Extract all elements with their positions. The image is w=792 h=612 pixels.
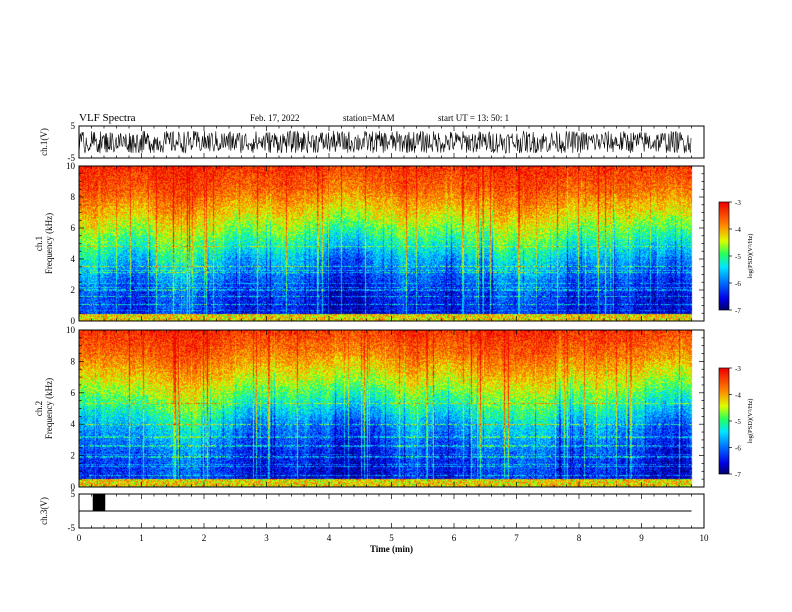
y-tick-label: -5 [68,523,76,533]
x-tick-label: 1 [139,533,144,543]
y-tick-label: 4 [71,419,76,429]
x-tick-label: 10 [700,533,710,543]
ch3-waveform-ylabel: ch.3(V) [39,497,49,525]
x-tick-label: 6 [452,533,457,543]
ch1-spectrogram [79,166,704,321]
y-tick-label: 0 [71,316,76,326]
colorbar-label: log(PSD)(V²/Hz) [747,234,754,279]
ch1-colorbar [719,202,729,310]
y-tick-label: 0 [71,482,76,492]
panel-frame [78,165,705,322]
colorbar-frame [718,367,730,475]
y-tick-label: 5 [71,121,76,131]
x-tick-label: 7 [514,533,519,543]
x-tick-label: 5 [389,533,394,543]
y-tick-label: 10 [66,325,76,335]
x-tick-label: 3 [264,533,269,543]
ch1-waveform-ylabel: ch.1(V) [39,128,49,156]
x-tick-label: 0 [77,533,82,543]
y-tick-label: 8 [71,192,76,202]
colorbar-tick-label: -3 [735,365,741,373]
colorbar-tick-label: -6 [735,280,741,288]
colorbar-tick-label: -3 [735,199,741,207]
ch2-spectrogram-ylabel: ch.2 [34,401,44,416]
colorbar-label: log(PSD)(V²/Hz) [747,399,754,444]
colorbar-tick-label: -5 [735,253,741,261]
y-tick-label: -5 [68,153,76,163]
x-tick-label: 9 [639,533,644,543]
ch1-waveform-trace [78,130,692,154]
y-tick-label: 6 [71,223,76,233]
date-label: Feb. 17, 2022 [250,113,300,123]
x-axis-label: Time (min) [370,544,413,554]
panel-frame [78,329,705,488]
figure-title: VLF Spectra [79,112,136,124]
colorbar-tick-label: -7 [735,471,741,479]
colorbar-tick-label: -7 [735,307,741,315]
ch1-spectrogram-ylabel: Frequency (kHz) [44,213,54,274]
y-tick-label: 4 [71,254,76,264]
y-tick-label: 8 [71,356,76,366]
colorbar-frame [718,201,730,311]
y-tick-label: 2 [71,451,76,461]
colorbar-tick-label: -6 [735,445,741,453]
ch2-spectrogram [79,330,704,487]
y-tick-label: 6 [71,388,76,398]
x-tick-label: 8 [577,533,582,543]
ch2-colorbar [719,368,729,474]
ch1-spectrogram-ylabel: ch.1 [34,236,44,251]
ch3-pulse [92,494,106,511]
colorbar-tick-label: -4 [735,392,741,400]
y-tick-label: 5 [71,489,76,499]
x-tick-label: 2 [202,533,207,543]
y-tick-label: 2 [71,285,76,295]
colorbar-tick-label: -4 [735,226,741,234]
x-tick-label: 4 [327,533,332,543]
y-tick-label: 10 [66,161,76,171]
start-time-label: start UT = 13: 50: 1 [438,113,510,123]
station-label: station=MAM [343,113,395,123]
ch2-spectrogram-ylabel: Frequency (kHz) [44,378,54,439]
colorbar-tick-label: -5 [735,418,741,426]
